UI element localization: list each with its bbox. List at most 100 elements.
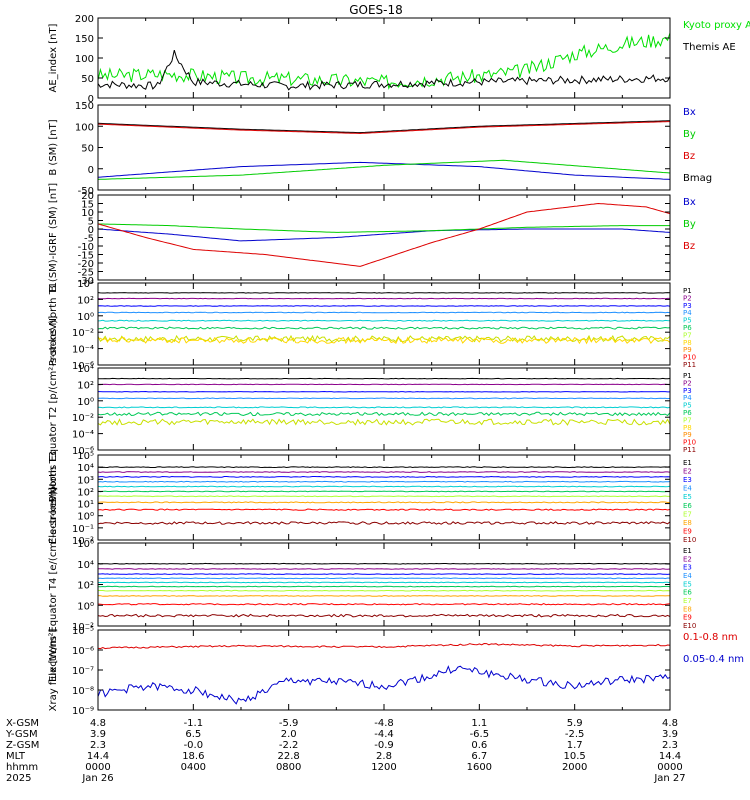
series-p4 [98,397,670,400]
y-tick-label: 10⁻⁴ [72,345,94,356]
x-axis-value: 3.9 [90,729,106,740]
x-axis-value: 6.7 [471,751,487,762]
x-axis-value: 2.8 [376,751,392,762]
panel-frame [97,194,671,281]
panel-1-series [98,32,670,91]
series-p3 [98,390,670,393]
y-tick-label: 0 [88,94,94,105]
panel-8: 10⁻⁹ 10⁻⁸ 10⁻⁷ 10⁻⁶ 10⁻⁵ Xray flux [W/m²] 0.1-… [48,626,744,717]
legend-item: E5 [683,580,692,588]
y-tick-label: 10⁻² [72,328,94,339]
panel-3-series [98,202,670,267]
panel-frame [97,629,671,711]
panel-6-series [98,466,670,525]
legend-item: P7 [683,331,692,339]
legend-item: E2 [683,555,692,563]
legend-item: 0.05-0.4 nm [683,654,744,665]
legend-item: E9 [683,614,692,622]
series-e9 [98,603,670,606]
y-tick-label: 10¹ [77,500,94,511]
x-axis-value: -6.5 [470,729,490,740]
legend-item: P4 [683,309,692,317]
panel-7-series [98,562,670,618]
y-tick-label: -10 [78,242,94,253]
legend-item: E8 [683,605,692,613]
x-axis-row-label: Z-GSM [6,740,39,751]
x-axis-value: 10.5 [564,751,586,762]
y-tick-label: 10 [81,208,94,219]
y-tick-label: 10⁻⁸ [72,686,94,697]
y-tick-label: 5 [88,217,94,228]
series-bz [98,202,670,267]
y-tick-label: 10⁻⁹ [72,706,94,717]
y-axis-label: Electrons Equator T4 [e/(cm²-s-sr-keV)] [48,487,59,682]
legend-item: P9 [683,431,692,439]
x-axis-value: 0000 [657,762,682,773]
series-bz [98,121,670,135]
y-tick-label: -30 [78,276,94,287]
plot-title: GOES-18 [349,3,403,17]
legend-item: By [683,129,696,140]
y-axis-label: B (SM) [nT] [48,119,59,175]
legend-item: P2 [683,379,692,387]
x-axis-value: 2.0 [281,729,297,740]
legend-item: E2 [683,468,692,476]
series-e8 [98,594,670,597]
series-p2 [98,297,670,300]
y-tick-label: 10⁰ [77,512,94,523]
series-0-1-0-8-nm [98,642,670,650]
legend-item: E6 [683,502,692,510]
x-axis-value: -5.9 [279,718,299,729]
series-e3 [98,475,670,478]
legend-item: P2 [683,294,692,302]
panel-4-series [98,292,670,345]
panel-frame [97,282,671,366]
x-axis-row-label: MLT [6,751,26,762]
x-axis-value: Jan 26 [81,773,113,784]
panel-frame [97,17,671,99]
y-tick-label: 10⁻² [72,413,94,424]
series-by [98,223,670,233]
series-e10 [98,521,670,525]
series-by [98,159,670,180]
x-axis-value: -0.9 [374,740,394,751]
legend-item: E10 [683,622,696,630]
y-tick-label: 50 [81,74,94,85]
legend-item: Kyoto proxy AE [683,20,750,31]
legend-item: E7 [683,597,692,605]
x-axis-value: 0000 [85,762,110,773]
x-axis-value: 1200 [371,762,396,773]
y-tick-label: 10⁻⁵ [72,626,94,637]
x-axis-value: 0400 [181,762,206,773]
y-tick-label: 100 [75,122,94,133]
y-tick-label: 15 [81,200,94,211]
series-p6 [98,411,670,417]
legend-item: P5 [683,402,692,410]
legend-item: 0.1-0.8 nm [683,632,738,643]
legend-item: E4 [683,572,692,580]
legend-item: Bmag [683,173,712,184]
legend-item: P5 [683,317,692,325]
panel-frame [97,542,671,627]
panel-2: -50 0 50 100 150 B (SM) [nT] Bx By Bz Bmag [48,101,712,197]
series-e2 [98,568,670,570]
x-axis-value: 2.3 [90,740,106,751]
y-tick-label: 10⁻⁶ [72,446,94,457]
series-e1 [98,562,670,565]
x-axis-value: 0800 [276,762,301,773]
series-themis-ae [98,49,670,91]
panel-5-series [98,377,670,426]
x-axis-value: 14.4 [659,751,681,762]
series-e1 [98,466,670,469]
y-tick-label: 10⁰ [77,601,94,612]
series-bmag [98,120,670,134]
x-axis-row-label: Y-GSM [5,729,38,740]
series-e9 [98,508,670,511]
y-tick-label: 200 [75,14,94,25]
y-tick-label: 10⁶ [77,539,94,550]
y-axis-label: Xray flux [W/m²] [48,629,59,712]
legend-item: P3 [683,302,692,310]
x-axis-value: 4.8 [662,718,678,729]
series-e7 [98,495,670,498]
